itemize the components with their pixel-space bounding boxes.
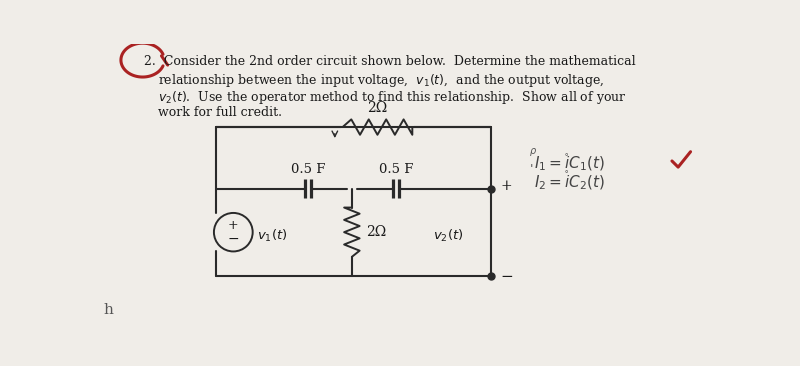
Text: $\circ$: $\circ$ [563, 167, 570, 176]
Text: 2Ω: 2Ω [367, 101, 387, 115]
Text: h: h [104, 303, 114, 317]
Text: −: − [501, 270, 514, 284]
Text: $\circ$: $\circ$ [563, 149, 570, 158]
Text: +: + [501, 179, 512, 193]
Text: $\it{I}_2 = \it{i}C_2(\it{t})$: $\it{I}_2 = \it{i}C_2(\it{t})$ [534, 174, 605, 193]
Text: work for full credit.: work for full credit. [158, 105, 282, 119]
Text: ': ' [530, 163, 533, 176]
Text: $v_2(t)$: $v_2(t)$ [434, 228, 464, 244]
Text: $\it{I}_1 = \it{i}C_1(\it{t})$: $\it{I}_1 = \it{i}C_1(\it{t})$ [534, 155, 605, 173]
Text: 2Ω: 2Ω [366, 225, 386, 239]
Text: relationship between the input voltage,  $v_1(t)$,  and the output voltage,: relationship between the input voltage, … [158, 72, 604, 89]
Text: 0.5 F: 0.5 F [379, 163, 414, 176]
Text: 0.5 F: 0.5 F [290, 163, 325, 176]
Text: 2.  Consider the 2nd order circuit shown below.  Determine the mathematical: 2. Consider the 2nd order circuit shown … [144, 55, 636, 68]
Text: $v_2(t)$.  Use the operator method to find this relationship.  Show all of your: $v_2(t)$. Use the operator method to fin… [158, 89, 627, 105]
Text: −: − [227, 232, 239, 246]
Text: $v_1(t)$: $v_1(t)$ [258, 228, 288, 244]
Text: $\rho$: $\rho$ [530, 146, 538, 158]
Text: +: + [228, 219, 238, 232]
